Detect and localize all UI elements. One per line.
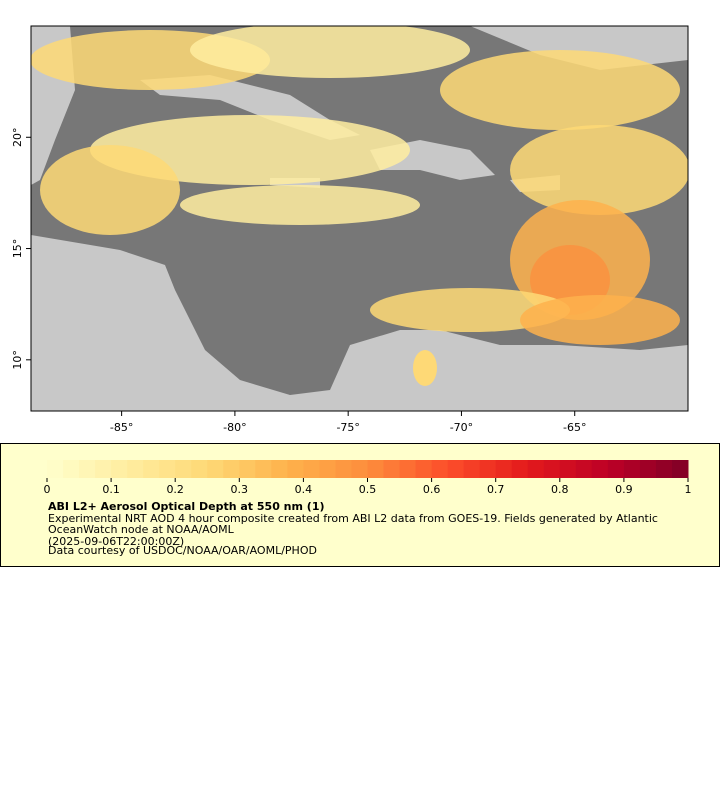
colorbar-cell [431, 460, 449, 478]
colorbar-cell [143, 460, 160, 478]
colorbar-tick-label: 0.3 [231, 483, 249, 496]
colorbar-cell [303, 460, 320, 478]
colorbar-cell [527, 460, 545, 478]
y-tick-label: 10° [11, 350, 24, 370]
colorbar-cell [671, 460, 689, 478]
map-frame [30, 25, 689, 412]
colorbar-cell [591, 460, 609, 478]
colorbar-cell [335, 460, 352, 478]
colorbar-cell [207, 460, 224, 478]
colorbar-cell [111, 460, 128, 478]
colorbar-cell [351, 460, 368, 478]
colorbar-cell [607, 460, 625, 478]
colorbar-cell [415, 460, 433, 478]
colorbar-cell [287, 460, 304, 478]
colorbar-tick-label: 0.5 [359, 483, 377, 496]
colorbar-cell [79, 460, 96, 478]
colorbar-cell [63, 460, 80, 478]
colorbar-cell [623, 460, 641, 478]
x-tick-label: -85° [110, 421, 133, 434]
legend-title: ABI L2+ Aerosol Optical Depth at 550 nm … [48, 500, 325, 513]
legend-line: Data courtesy of USDOC/NOAA/OAR/AOML/PHO… [48, 544, 317, 557]
colorbar-cell [367, 460, 385, 478]
colorbar-cell [479, 460, 497, 478]
colorbar-cell [399, 460, 417, 478]
y-tick-label: 15° [11, 239, 24, 258]
colorbar-cell [191, 460, 208, 478]
x-tick-label: -65° [563, 421, 586, 434]
legend-line: OceanWatch node at NOAA/AOML [48, 523, 235, 536]
colorbar-cell [447, 460, 465, 478]
colorbar-tick-label: 0.4 [295, 483, 313, 496]
colorbar-cell [463, 460, 481, 478]
colorbar-tick-label: 0.9 [615, 483, 633, 496]
colorbar-cell [575, 460, 593, 478]
colorbar-cell [255, 460, 272, 478]
colorbar-cell [95, 460, 112, 478]
colorbar-cell [271, 460, 288, 478]
colorbar-cell [47, 460, 64, 478]
colorbar-tick-label: 0.2 [166, 483, 184, 496]
legend-line: Experimental NRT AOD 4 hour composite cr… [48, 512, 658, 525]
colorbar-cell [543, 460, 561, 478]
colorbar-cell [223, 460, 240, 478]
colorbar-cell [511, 460, 529, 478]
colorbar-tick-label: 0.7 [487, 483, 505, 496]
legend-line: (2025-09-06T22:00:00Z) [48, 535, 184, 548]
colorbar-tick-label: 0.1 [102, 483, 120, 496]
colorbar-tick-label: 0 [44, 483, 51, 496]
colorbar-cell [559, 460, 577, 478]
aerosol-patches [31, 26, 688, 386]
colorbar-tick-label: 0.6 [423, 483, 441, 496]
colorbar-cell [495, 460, 513, 478]
x-tick-label: -70° [450, 421, 473, 434]
x-tick-label: -75° [336, 421, 359, 434]
colorbar-cell [655, 460, 673, 478]
colorbar-tick-label: 0.8 [551, 483, 569, 496]
colorbar-cell [639, 460, 657, 478]
colorbar-cell [319, 460, 336, 478]
map-image [31, 26, 688, 411]
colorbar-cell [159, 460, 176, 478]
colorbar-cell [175, 460, 192, 478]
y-tick-label: 20° [11, 128, 24, 148]
colorbar-cell [383, 460, 401, 478]
colorbar: 0 0.1 0.2 0.3 0.4 0.5 0.6 0.7 0.8 0.9 1 [44, 460, 692, 496]
x-tick-label: -80° [223, 421, 246, 434]
colorbar-cell [127, 460, 144, 478]
colorbar-cell [239, 460, 256, 478]
colorbar-tick-label: 1 [685, 483, 692, 496]
